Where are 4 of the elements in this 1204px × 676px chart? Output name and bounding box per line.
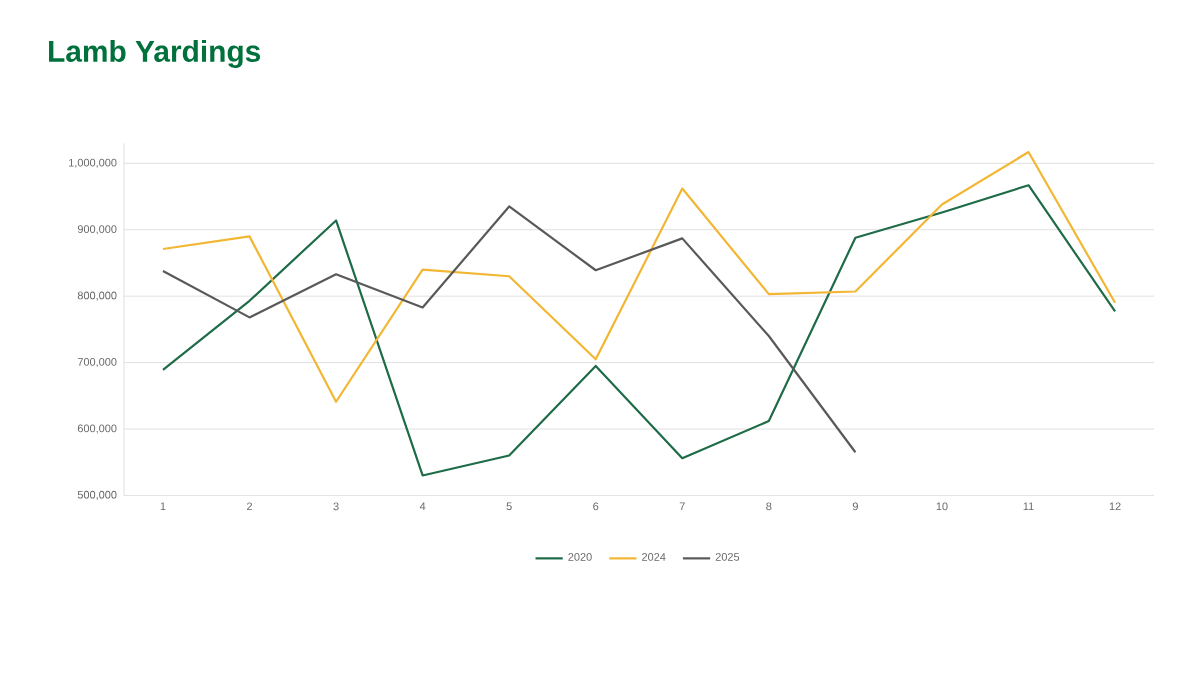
line-series — [161, 184, 1117, 477]
chart-title: Lamb Yardings — [49, 40, 261, 68]
line-series — [161, 205, 857, 454]
line-series — [161, 150, 1117, 403]
